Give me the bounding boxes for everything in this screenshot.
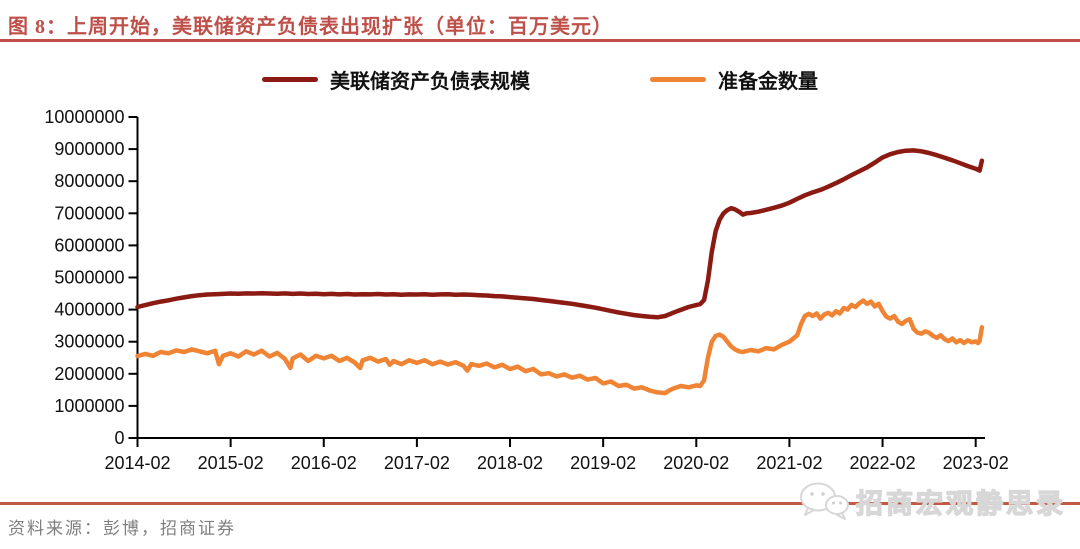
legend-item-reserves: 准备金数量 — [650, 65, 818, 94]
y-tick-label: 8000000 — [54, 171, 124, 191]
x-tick-label: 2016-02 — [291, 453, 357, 473]
legend-item-balance-sheet: 美联储资产负债表规模 — [262, 65, 530, 94]
y-tick-label: 5000000 — [54, 268, 124, 288]
footer-rule — [0, 502, 1080, 505]
x-tick-label: 2019-02 — [570, 453, 636, 473]
x-tick-label: 2017-02 — [384, 453, 450, 473]
x-tick-label: 2015-02 — [198, 453, 264, 473]
series-line-reserves — [135, 298, 985, 396]
legend-label-reserves: 准备金数量 — [718, 70, 818, 93]
legend-line-swatch-reserves — [650, 76, 706, 82]
watermark: 招商宏观静思录 — [798, 481, 1066, 521]
figure-title: 图 8：上周开始，美联储资产负债表出现扩张（单位：百万美元） — [8, 16, 613, 38]
title-underline — [0, 39, 1080, 42]
legend-label-balance-sheet: 美联储资产负债表规模 — [330, 70, 530, 93]
series-line-balance-sheet — [135, 148, 985, 320]
x-tick-label: 2023-02 — [943, 453, 1009, 473]
y-tick-label: 0 — [114, 428, 124, 448]
y-tick-label: 2000000 — [54, 364, 124, 384]
x-tick-label: 2020-02 — [663, 453, 729, 473]
y-tick-label: 9000000 — [54, 139, 124, 159]
source-note: 资料来源：彭博，招商证券 — [8, 519, 236, 538]
y-tick-label: 6000000 — [54, 235, 124, 255]
chart-legend: 美联储资产负债表规模 准备金数量 — [0, 64, 1080, 94]
x-tick-label: 2022-02 — [850, 453, 916, 473]
y-tick-label: 10000000 — [44, 107, 124, 127]
y-tick-label: 7000000 — [54, 203, 124, 223]
x-tick-label: 2014-02 — [104, 453, 170, 473]
axis-lines — [136, 117, 985, 439]
x-tick-label: 2018-02 — [477, 453, 543, 473]
watermark-label: 招商宏观静思录 — [855, 488, 1066, 519]
legend-line-swatch-balance-sheet — [262, 76, 318, 82]
wechat-icon — [800, 482, 849, 520]
y-tick-label: 1000000 — [54, 396, 124, 416]
x-tick-label: 2021-02 — [756, 453, 822, 473]
y-tick-label: 4000000 — [54, 300, 124, 320]
y-tick-label: 3000000 — [54, 332, 124, 352]
